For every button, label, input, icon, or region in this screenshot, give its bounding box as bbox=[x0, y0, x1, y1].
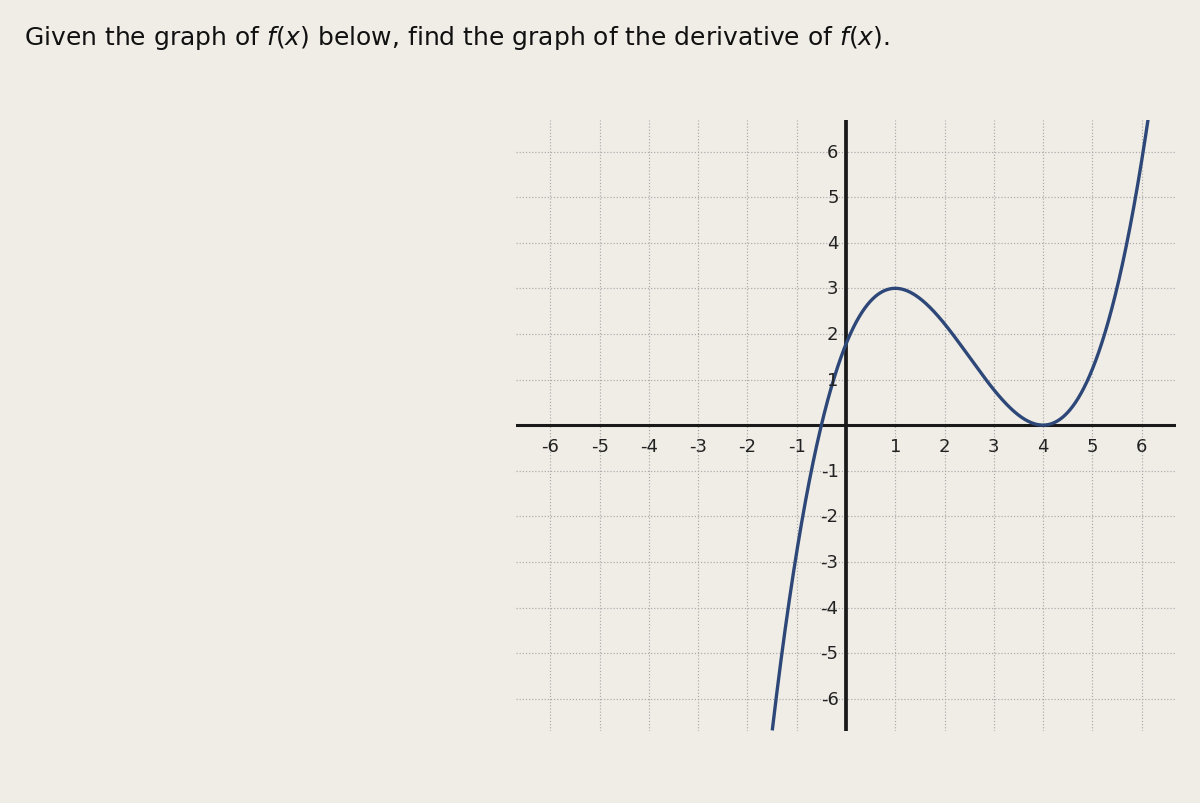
Text: -4: -4 bbox=[821, 599, 839, 617]
Text: 6: 6 bbox=[1136, 437, 1147, 455]
Text: 1: 1 bbox=[889, 437, 901, 455]
Text: -5: -5 bbox=[821, 644, 839, 662]
Text: 5: 5 bbox=[827, 189, 839, 207]
Text: Given the graph of $f(x)$ below, find the graph of the derivative of $f(x)$.: Given the graph of $f(x)$ below, find th… bbox=[24, 24, 889, 52]
Text: 2: 2 bbox=[938, 437, 950, 455]
Text: 1: 1 bbox=[827, 371, 839, 389]
Text: 3: 3 bbox=[988, 437, 1000, 455]
Text: -6: -6 bbox=[821, 690, 839, 707]
Text: 5: 5 bbox=[1086, 437, 1098, 455]
Text: 4: 4 bbox=[1037, 437, 1049, 455]
Text: 2: 2 bbox=[827, 325, 839, 344]
Text: 4: 4 bbox=[827, 234, 839, 252]
Text: -2: -2 bbox=[738, 437, 756, 455]
Text: -1: -1 bbox=[821, 463, 839, 480]
Text: 3: 3 bbox=[827, 280, 839, 298]
Text: 6: 6 bbox=[827, 144, 839, 161]
Text: -5: -5 bbox=[590, 437, 608, 455]
Text: -1: -1 bbox=[788, 437, 805, 455]
Text: -6: -6 bbox=[541, 437, 559, 455]
Text: -3: -3 bbox=[821, 553, 839, 571]
Text: -3: -3 bbox=[689, 437, 707, 455]
Text: -2: -2 bbox=[821, 507, 839, 526]
Text: -4: -4 bbox=[640, 437, 658, 455]
